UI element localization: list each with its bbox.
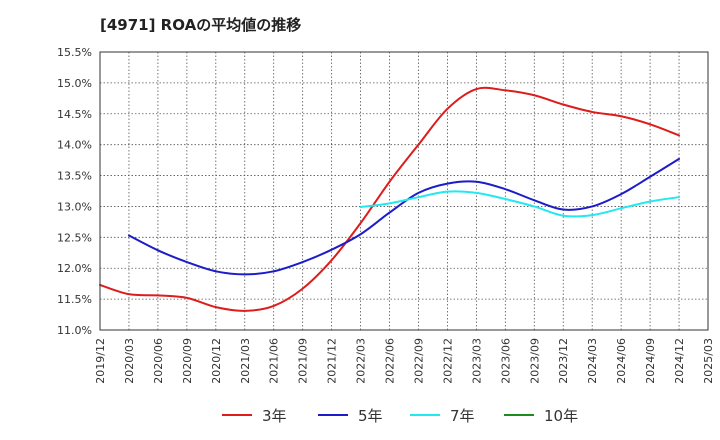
y-tick-label: 13.0% [57, 200, 92, 213]
x-tick-label: 2025/03 [702, 338, 715, 384]
x-tick-label: 2021/06 [268, 338, 281, 384]
legend: 3年 5年 7年 10年 [0, 400, 720, 430]
x-tick-label: 2022/06 [384, 338, 397, 384]
y-tick-label: 15.5% [57, 46, 92, 59]
x-tick-label: 2021/12 [326, 338, 339, 384]
x-tick-label: 2023/09 [528, 338, 541, 384]
legend-label: 5年 [358, 406, 383, 425]
y-tick-label: 13.5% [57, 170, 92, 183]
y-tick-label: 12.0% [57, 262, 92, 275]
x-tick-label: 2022/03 [355, 338, 368, 384]
legend-label: 10年 [544, 406, 579, 425]
plot-border [99, 51, 709, 331]
legend-item: 5年 [318, 400, 383, 430]
chart-title: [4971] ROAの平均値の推移 [100, 16, 302, 34]
legend-swatch [222, 414, 252, 416]
x-tick-label: 2022/12 [441, 338, 454, 384]
x-tick-label: 2023/03 [470, 338, 483, 384]
legend-item: 10年 [504, 400, 578, 430]
x-tick-label: 2023/06 [499, 338, 512, 384]
x-tick-label: 2024/03 [586, 338, 599, 384]
x-tick-label: 2020/06 [152, 338, 165, 384]
series-line-1 [127, 157, 681, 276]
legend-swatch [504, 414, 534, 416]
y-tick-label: 11.0% [57, 324, 92, 337]
x-tick-label: 2024/09 [644, 338, 657, 384]
legend-label: 7年 [450, 406, 475, 425]
legend-item: 3年 [222, 400, 287, 430]
x-tick-label: 2020/03 [123, 338, 136, 384]
x-tick-label: 2021/09 [297, 338, 310, 384]
legend-item: 7年 [410, 400, 475, 430]
x-tick-label: 2023/12 [557, 338, 570, 384]
x-tick-label: 2019/12 [94, 338, 107, 384]
legend-label: 3年 [262, 406, 287, 425]
legend-swatch [410, 414, 440, 416]
legend-swatch [318, 414, 348, 416]
x-tick-label: 2024/12 [673, 338, 686, 384]
x-tick-label: 2020/09 [181, 338, 194, 384]
series-line-0 [99, 86, 681, 312]
series-line-2 [359, 190, 681, 218]
y-tick-label: 15.0% [57, 77, 92, 90]
y-tick-label: 14.0% [57, 139, 92, 152]
x-tick-label: 2022/09 [412, 338, 425, 384]
x-tick-label: 2024/06 [615, 338, 628, 384]
roa-line-chart: 15.5% 15.0% 14.5% 14.0% 13.5% 13.0% 12.5% 12.0%… [57, 46, 715, 384]
x-tick-label: 2021/03 [239, 338, 252, 384]
y-tick-label: 12.5% [57, 231, 92, 244]
x-tick-label: 2020/12 [210, 338, 223, 384]
y-tick-label: 11.5% [57, 293, 92, 306]
y-tick-label: 14.5% [57, 108, 92, 121]
